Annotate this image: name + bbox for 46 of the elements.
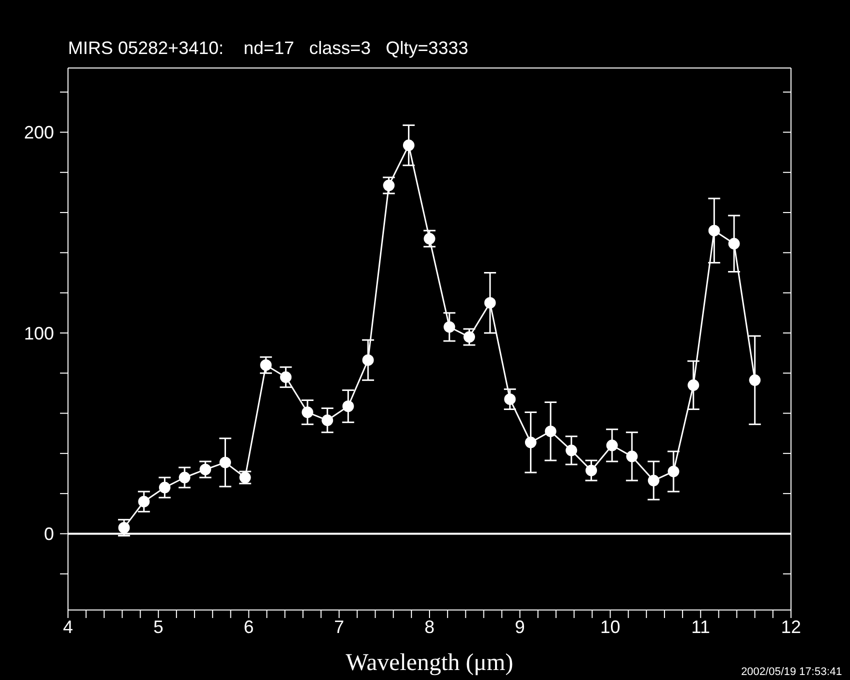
point bbox=[566, 444, 578, 456]
point bbox=[524, 436, 536, 448]
y-tick-label: 100 bbox=[24, 323, 54, 344]
x-tick-label: 12 bbox=[780, 616, 802, 637]
x-tick-label: 9 bbox=[514, 616, 525, 637]
point bbox=[402, 140, 414, 152]
point bbox=[708, 224, 720, 236]
point bbox=[200, 464, 212, 476]
y-tick-label: 0 bbox=[44, 524, 54, 544]
point bbox=[362, 354, 374, 366]
point bbox=[383, 180, 395, 192]
point bbox=[728, 238, 740, 250]
point bbox=[342, 400, 354, 412]
point bbox=[138, 496, 150, 508]
point bbox=[322, 414, 334, 426]
x-tick-label: 7 bbox=[334, 616, 344, 637]
point bbox=[178, 472, 190, 484]
point bbox=[280, 371, 292, 383]
point bbox=[118, 522, 130, 534]
y-tick-label: 200 bbox=[24, 122, 54, 143]
point bbox=[544, 426, 556, 438]
point bbox=[220, 456, 232, 468]
point bbox=[626, 450, 638, 462]
point bbox=[606, 440, 618, 452]
x-tick-label: 6 bbox=[244, 616, 254, 637]
point bbox=[302, 406, 314, 418]
point bbox=[464, 331, 476, 343]
text: 2002/05/19 17:53:41 bbox=[741, 666, 842, 678]
point bbox=[158, 482, 170, 494]
point bbox=[260, 359, 272, 371]
point bbox=[444, 321, 456, 333]
point bbox=[424, 232, 436, 244]
point bbox=[668, 466, 680, 478]
x-axis-title: Wavelength (μm) bbox=[346, 650, 514, 676]
x-tick-label: 5 bbox=[153, 616, 164, 637]
x-tick-label: 4 bbox=[62, 616, 74, 637]
point bbox=[484, 297, 496, 309]
x-tick-label: 10 bbox=[600, 616, 620, 637]
point bbox=[749, 374, 761, 386]
point bbox=[648, 474, 660, 486]
point bbox=[586, 464, 598, 476]
chart-title: MIRS 05282+3410: nd=17 class=3 Qlty=3333 bbox=[68, 38, 468, 59]
x-tick-label: 8 bbox=[424, 616, 435, 637]
point bbox=[504, 393, 516, 405]
point bbox=[688, 379, 700, 391]
x-tick-label: 11 bbox=[691, 616, 710, 637]
